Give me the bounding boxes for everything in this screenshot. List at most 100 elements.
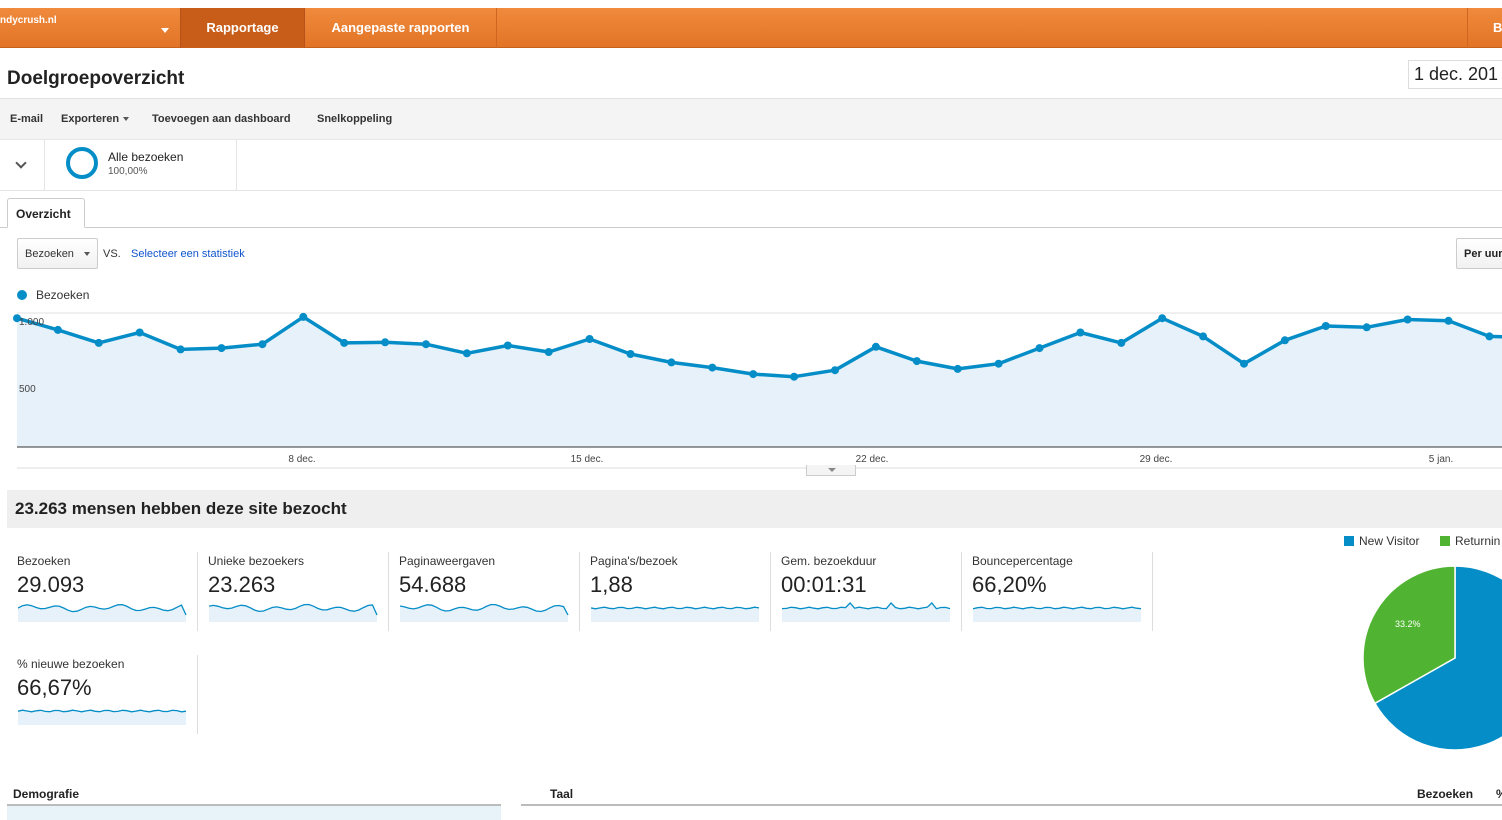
demographics-header: Demografie — [7, 784, 501, 806]
data-point — [217, 344, 226, 353]
legend-swatch-new — [1344, 536, 1354, 546]
metric-select[interactable]: Bezoeken — [17, 238, 98, 269]
data-point — [135, 328, 144, 337]
segment-bar: Alle bezoeken 100,00% — [0, 140, 1502, 191]
segment-card[interactable]: Alle bezoeken 100,00% — [45, 140, 237, 190]
visits-column-header[interactable]: Bezoeken — [1417, 787, 1474, 801]
top-nav-bar: ndycrush.nl Rapportage Aangepaste rappor… — [0, 8, 1502, 48]
segment-toggle[interactable] — [0, 140, 45, 190]
data-point — [1485, 332, 1494, 341]
sparkline — [973, 606, 1142, 622]
data-point — [1076, 328, 1085, 337]
chevron-down-icon — [123, 117, 130, 122]
add-to-dashboard-button[interactable]: Toevoegen aan dashboard — [152, 113, 291, 125]
data-point — [1362, 323, 1371, 332]
date-range-picker[interactable]: 1 dec. 201 — [1408, 60, 1502, 89]
nav-custom-reports[interactable]: Aangepaste rapporten — [305, 8, 497, 48]
metric-value: 00:01:31 — [781, 572, 867, 597]
legend-dot-icon — [17, 290, 27, 300]
metric-label: Paginaweergaven — [399, 554, 496, 568]
legend-label: Bezoeken — [36, 288, 90, 302]
sparkline-area — [591, 607, 759, 622]
metric-label: Bezoeken — [17, 554, 71, 568]
language-title: Taal — [550, 787, 574, 801]
data-point — [1321, 322, 1330, 330]
metric-label: Gem. bezoekduur — [781, 554, 877, 568]
sparkline-area — [400, 604, 568, 622]
sparkline-line — [400, 603, 569, 616]
sparkline-line — [209, 603, 378, 616]
x-tick-label: 29 dec. — [1140, 454, 1173, 465]
metric-value: 23.263 — [208, 572, 276, 597]
data-point — [831, 366, 839, 375]
sparkline — [18, 604, 187, 622]
data-point — [13, 314, 21, 323]
chevron-down-icon — [84, 252, 90, 256]
data-point — [1403, 315, 1412, 324]
vs-label: VS. — [103, 248, 121, 260]
data-point — [871, 342, 880, 351]
account-selector[interactable]: ndycrush.nl — [0, 8, 180, 48]
y-tick-label: 500 — [19, 384, 36, 395]
segment-ring-icon — [66, 147, 98, 179]
data-point — [1240, 359, 1248, 368]
metric-card[interactable]: Pagina's/bezoek 1,88 — [580, 552, 771, 631]
sparkline-area — [18, 604, 186, 622]
page-title: Doelgroepoverzicht — [7, 68, 185, 89]
shortcut-button[interactable]: Snelkoppeling — [317, 113, 393, 125]
metric-value: 54.688 — [399, 572, 467, 597]
sparkline-area — [18, 710, 186, 725]
metric-card[interactable]: % nieuwe bezoeken 66,67% — [7, 655, 198, 734]
sparkline — [209, 603, 378, 622]
series-area — [17, 316, 1502, 447]
data-point — [94, 338, 103, 347]
data-point — [790, 372, 799, 381]
sparkline — [591, 606, 760, 622]
data-point — [1035, 344, 1044, 353]
data-point — [53, 325, 62, 334]
data-point — [1280, 336, 1289, 345]
data-point — [462, 349, 471, 358]
metric-card[interactable]: Gem. bezoekduur 00:01:31 — [771, 552, 962, 631]
nav-rapportage[interactable]: Rapportage — [180, 8, 305, 48]
series-line — [16, 315, 1502, 379]
data-point — [299, 312, 308, 321]
data-point — [749, 370, 758, 379]
metric-card[interactable]: Unieke bezoekers 23.263 — [198, 552, 389, 631]
metric-card[interactable]: Bezoeken 29.093 — [7, 552, 198, 631]
data-point — [503, 341, 512, 350]
data-point — [585, 335, 594, 343]
tab-overview[interactable]: Overzicht — [7, 198, 85, 228]
data-point — [953, 364, 962, 373]
email-button[interactable]: E-mail — [10, 113, 44, 125]
account-dropdown-icon[interactable] — [161, 28, 169, 33]
sparkline-area — [782, 603, 950, 622]
x-tick-label: 5 jan. — [1429, 454, 1453, 465]
segment-name: Alle bezoeken — [108, 150, 184, 164]
chevron-down-icon — [15, 157, 27, 169]
data-point — [1199, 332, 1208, 341]
data-point — [176, 345, 185, 354]
metric-label: % nieuwe bezoeken — [17, 657, 125, 671]
data-point — [544, 348, 553, 356]
data-point — [994, 359, 1003, 368]
x-tick-label: 22 dec. — [856, 454, 889, 465]
metric-card[interactable]: Paginaweergaven 54.688 — [389, 552, 580, 631]
segment-percent: 100,00% — [108, 166, 148, 177]
granularity-button[interactable]: Per uur — [1456, 238, 1502, 269]
demographics-row-selected[interactable] — [7, 806, 501, 820]
data-point — [258, 340, 267, 349]
percent-column-header[interactable]: % — [1496, 787, 1502, 801]
select-statistic-link[interactable]: Selecteer een statistiek — [131, 248, 245, 260]
data-point — [626, 350, 635, 358]
data-point — [422, 340, 430, 349]
pie-slice — [1373, 565, 1502, 751]
metric-card[interactable]: Bouncepercentage 66,20% — [962, 552, 1153, 631]
sparkline-line — [18, 604, 187, 616]
export-button[interactable]: Exporteren — [61, 113, 130, 125]
x-tick-label: 15 dec. — [571, 454, 604, 465]
data-point — [381, 338, 390, 347]
chart-resize-handle[interactable] — [806, 465, 856, 476]
metric-value: 66,67% — [17, 675, 92, 700]
nav-right-item[interactable]: B — [1467, 8, 1502, 48]
